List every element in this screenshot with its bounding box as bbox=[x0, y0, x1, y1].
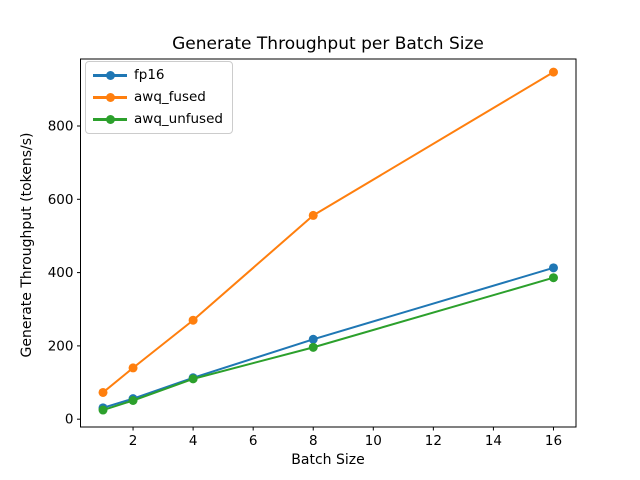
data-point-awq_unfused bbox=[548, 273, 558, 283]
x-tick-label: 16 bbox=[545, 433, 562, 449]
legend-line-marker-icon bbox=[93, 70, 127, 81]
y-tick-label: 400 bbox=[48, 265, 74, 281]
data-point-fp16 bbox=[308, 334, 318, 344]
data-point-awq_fused bbox=[98, 387, 108, 397]
y-axis-label: Generate Throughput (tokens/s) bbox=[19, 132, 35, 358]
legend-item-awq-unfused: awq_unfused bbox=[93, 112, 223, 127]
data-point-awq_unfused bbox=[98, 405, 108, 415]
y-tick-label: 200 bbox=[48, 338, 74, 354]
legend: fp16 awq_fused awq_unfused bbox=[85, 61, 233, 134]
data-point-fp16 bbox=[548, 263, 558, 273]
x-tick-label: 8 bbox=[309, 433, 318, 449]
data-point-awq_unfused bbox=[128, 396, 138, 406]
axes-spines bbox=[80, 58, 577, 428]
y-tick-label: 600 bbox=[48, 192, 74, 208]
legend-line-marker-icon bbox=[93, 114, 127, 125]
x-tick-label: 4 bbox=[189, 433, 198, 449]
y-tick-label: 800 bbox=[48, 118, 74, 134]
legend-item-fp16: fp16 bbox=[93, 68, 223, 83]
y-tick-label: 0 bbox=[65, 412, 74, 428]
x-axis-label: Batch Size bbox=[291, 452, 365, 468]
x-tick-label: 10 bbox=[365, 433, 382, 449]
series-line-awq_unfused bbox=[102, 276, 555, 412]
chart-title: Generate Throughput per Batch Size bbox=[172, 34, 484, 54]
data-point-awq_unfused bbox=[188, 374, 198, 384]
legend-line-marker-icon bbox=[93, 92, 127, 103]
x-tick-label: 14 bbox=[485, 433, 502, 449]
legend-label: awq_unfused bbox=[134, 110, 223, 127]
data-point-awq_fused bbox=[188, 315, 198, 325]
legend-label: fp16 bbox=[134, 66, 165, 83]
data-point-awq_unfused bbox=[308, 342, 318, 352]
data-point-awq_fused bbox=[548, 67, 558, 77]
data-point-awq_fused bbox=[308, 210, 318, 220]
x-tick-label: 12 bbox=[425, 433, 442, 449]
data-point-awq_fused bbox=[128, 363, 138, 373]
x-tick-label: 2 bbox=[129, 433, 138, 449]
legend-label: awq_fused bbox=[134, 88, 206, 105]
legend-item-awq-fused: awq_fused bbox=[93, 90, 223, 105]
x-tick-label: 6 bbox=[249, 433, 258, 449]
